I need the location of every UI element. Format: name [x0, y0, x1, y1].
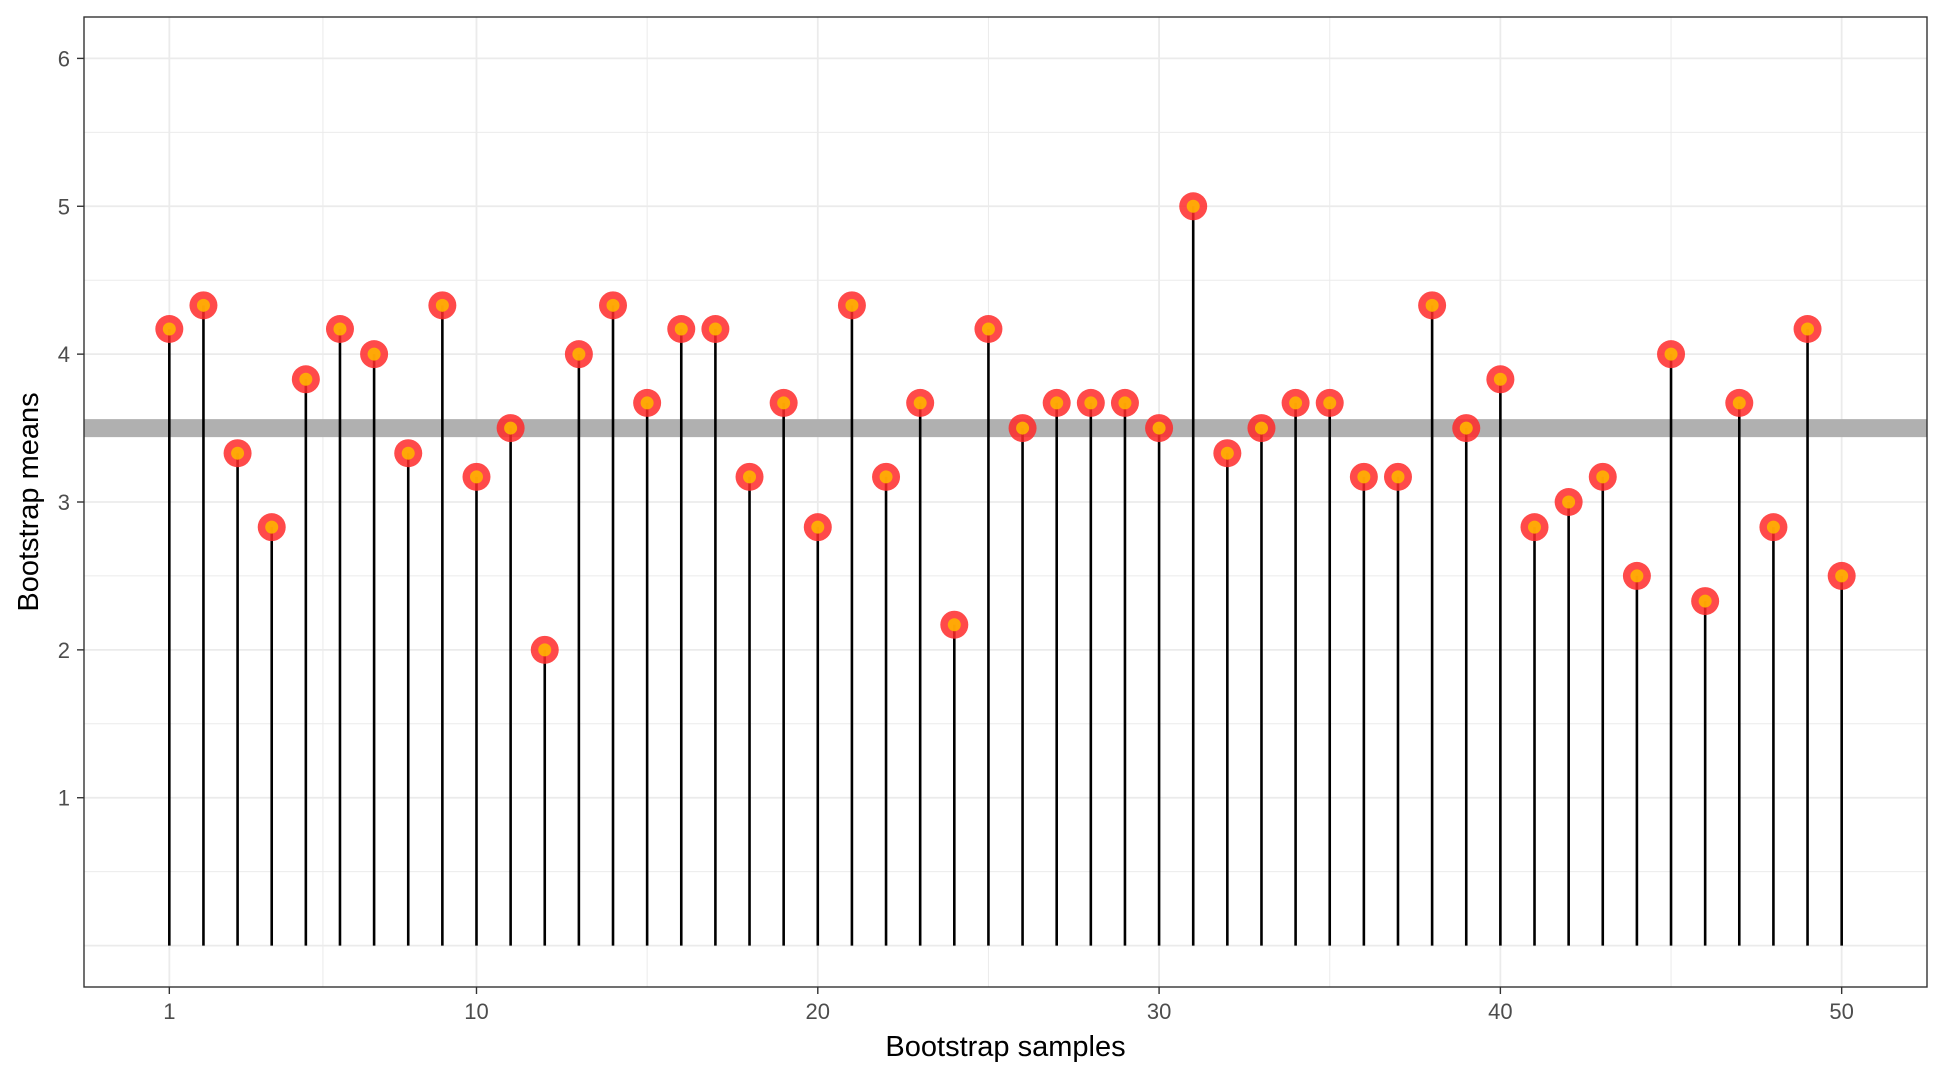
data-point-center	[674, 322, 688, 336]
y-tick-label: 1	[58, 786, 70, 811]
x-tick-label: 40	[1488, 999, 1512, 1024]
points-group	[155, 192, 1856, 664]
data-point-center	[1732, 396, 1746, 410]
data-point-center	[1596, 470, 1610, 484]
x-tick-label: 10	[464, 999, 488, 1024]
y-tick-label: 2	[58, 638, 70, 663]
data-point-center	[1220, 446, 1234, 460]
data-point-center	[1118, 396, 1132, 410]
data-point-center	[1493, 372, 1507, 386]
data-point-center	[1698, 594, 1712, 608]
data-point-center	[333, 322, 347, 336]
data-point-center	[299, 372, 313, 386]
data-point-center	[1630, 569, 1644, 583]
data-point-center	[879, 470, 893, 484]
x-tick-label: 20	[806, 999, 830, 1024]
data-point-center	[606, 298, 620, 312]
x-tick-label: 1	[163, 999, 175, 1024]
data-point-center	[162, 322, 176, 336]
x-tick-label: 30	[1147, 999, 1171, 1024]
data-point-center	[367, 347, 381, 361]
data-point-center	[1050, 396, 1064, 410]
data-point-center	[777, 396, 791, 410]
data-point-center	[504, 421, 518, 435]
data-point-center	[1766, 520, 1780, 534]
data-point-center	[1459, 421, 1473, 435]
data-point-center	[1357, 470, 1371, 484]
y-tick-label: 6	[58, 46, 70, 71]
data-point-center	[196, 298, 210, 312]
data-point-center	[265, 520, 279, 534]
data-point-center	[1186, 199, 1200, 213]
y-axis-title: Bootstrap means	[13, 392, 45, 611]
data-point-center	[1016, 421, 1030, 435]
data-point-center	[1425, 298, 1439, 312]
data-point-center	[981, 322, 995, 336]
y-tick-label: 5	[58, 194, 70, 219]
data-point-center	[1664, 347, 1678, 361]
data-point-center	[1084, 396, 1098, 410]
data-point-center	[947, 618, 961, 632]
x-axis-ticks: 1 10 20 30 40 50	[163, 987, 1854, 1024]
data-point-center	[1323, 396, 1337, 410]
data-point-center	[1835, 569, 1849, 583]
y-axis-ticks: 1 2 3 4 5 6	[58, 46, 84, 811]
data-point-center	[435, 298, 449, 312]
y-tick-label: 4	[58, 342, 70, 367]
data-point-center	[231, 446, 245, 460]
data-point-center	[811, 520, 825, 534]
stems-group	[168, 206, 1843, 946]
x-axis-title: Bootstrap samples	[885, 1031, 1125, 1063]
data-point-center	[743, 470, 757, 484]
data-point-center	[1289, 396, 1303, 410]
data-point-center	[640, 396, 654, 410]
data-point-center	[401, 446, 415, 460]
data-point-center	[572, 347, 586, 361]
data-point-center	[538, 643, 552, 657]
data-point-center	[708, 322, 722, 336]
data-point-center	[1152, 421, 1166, 435]
data-point-center	[1391, 470, 1405, 484]
x-tick-label: 50	[1829, 999, 1853, 1024]
data-point-center	[845, 298, 859, 312]
data-point-center	[1254, 421, 1268, 435]
y-tick-label: 3	[58, 490, 70, 515]
data-point-center	[1801, 322, 1815, 336]
data-point-center	[1562, 495, 1576, 509]
data-point-center	[913, 396, 927, 410]
data-point-center	[1528, 520, 1542, 534]
data-point-center	[469, 470, 483, 484]
